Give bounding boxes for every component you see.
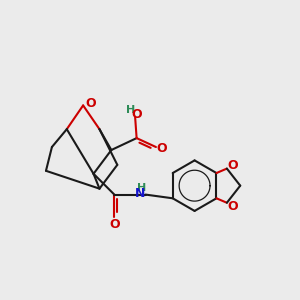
Text: H: H <box>126 105 135 115</box>
Text: O: O <box>227 158 238 172</box>
Text: O: O <box>157 142 167 155</box>
Text: O: O <box>85 98 96 110</box>
Text: O: O <box>131 108 142 122</box>
Text: N: N <box>134 187 145 200</box>
Text: O: O <box>227 200 238 213</box>
Text: H: H <box>137 183 146 193</box>
Text: O: O <box>109 218 120 231</box>
